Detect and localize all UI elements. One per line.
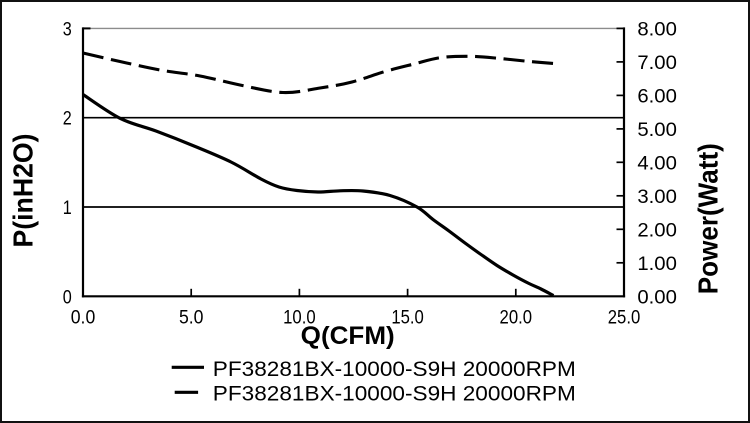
svg-text:PF38281BX-10000-S9H 20000RPM: PF38281BX-10000-S9H 20000RPM — [213, 357, 576, 381]
svg-text:P(inH2O): P(inH2O) — [8, 134, 39, 248]
svg-text:5.0: 5.0 — [179, 307, 204, 329]
svg-text:4.00: 4.00 — [637, 152, 677, 174]
svg-text:0.00: 0.00 — [637, 286, 677, 308]
svg-text:0.0: 0.0 — [71, 307, 96, 329]
svg-text:Q(CFM): Q(CFM) — [301, 322, 395, 350]
svg-text:6.00: 6.00 — [637, 85, 677, 107]
svg-text:3: 3 — [63, 18, 72, 40]
svg-text:15.0: 15.0 — [391, 307, 424, 329]
svg-text:8.00: 8.00 — [637, 18, 677, 40]
svg-text:2.00: 2.00 — [637, 219, 677, 241]
svg-text:25.0: 25.0 — [608, 307, 641, 329]
svg-text:1.00: 1.00 — [637, 253, 677, 275]
svg-text:5.00: 5.00 — [637, 119, 677, 141]
svg-text:1: 1 — [63, 197, 72, 219]
svg-text:20.0: 20.0 — [500, 307, 533, 329]
svg-text:PF38281BX-10000-S9H 20000RPM: PF38281BX-10000-S9H 20000RPM — [213, 381, 576, 405]
svg-text:Power(Watt): Power(Watt) — [693, 143, 724, 294]
svg-text:3.00: 3.00 — [637, 186, 677, 208]
svg-text:7.00: 7.00 — [637, 52, 677, 74]
svg-text:10.0: 10.0 — [283, 307, 316, 329]
svg-text:0: 0 — [63, 286, 72, 308]
svg-text:2: 2 — [63, 108, 72, 130]
